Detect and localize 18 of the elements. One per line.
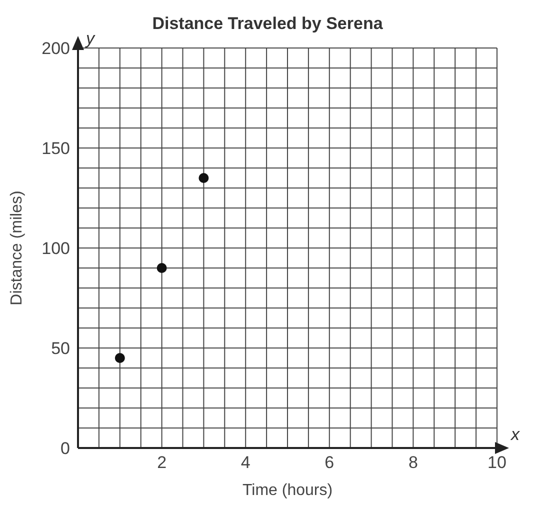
x-axis-title: Time (hours) (242, 482, 333, 499)
chart-title: Distance Traveled by Serena (152, 14, 383, 33)
point (156, 263, 167, 273)
y-tick-label: 0 (60, 439, 70, 458)
point (114, 353, 125, 363)
y-tick-label: 200 (42, 39, 70, 58)
x-tick-label: 6 (324, 453, 334, 472)
x-tick-label: 2 (157, 453, 167, 472)
point (198, 173, 209, 183)
y-tick-label: 50 (51, 339, 70, 358)
x-tick-label: 10 (488, 453, 506, 472)
y-axis-title: Distance (miles) (8, 190, 26, 306)
y-tick-label: 100 (42, 239, 70, 258)
annotation: y (85, 29, 96, 48)
x-tick-label: 8 (408, 453, 418, 472)
x-tick-label: 4 (240, 453, 250, 472)
y-tick-label: 150 (42, 139, 70, 158)
text: x (510, 425, 520, 444)
